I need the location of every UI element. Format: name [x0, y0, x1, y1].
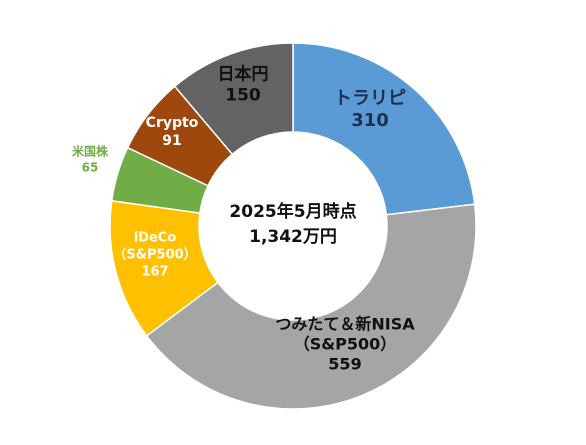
slice-label: つみたて＆新NISA — [275, 315, 415, 334]
slice-label: （S&P500） — [294, 335, 397, 354]
center-total: 1,342万円 — [249, 227, 337, 247]
donut-slice — [145, 203, 477, 410]
slice-value: 65 — [82, 161, 99, 175]
donut-slice — [292, 42, 476, 216]
slice-value: 150 — [225, 86, 261, 106]
slice-value: 91 — [162, 133, 181, 149]
slice-value: 167 — [141, 265, 168, 280]
slice-label: 日本円 — [218, 64, 269, 85]
slice-value: 310 — [351, 110, 389, 131]
slice-label: 米国株 — [72, 144, 109, 159]
center-title: 2025年5月時点 — [229, 201, 356, 222]
donut-slice — [173, 42, 294, 156]
slice-label: トラリピ — [334, 88, 406, 109]
slice-label: Crypto — [146, 115, 199, 131]
slice-label: iDeCo — [134, 231, 177, 246]
slice-label: （S&P500） — [113, 247, 196, 263]
slice-value: 559 — [328, 355, 361, 374]
